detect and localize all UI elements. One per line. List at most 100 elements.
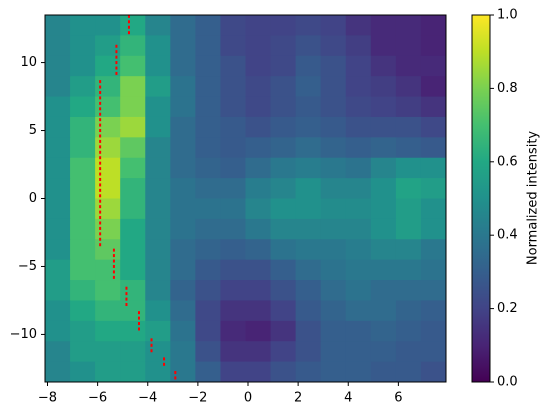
heatmap-cell <box>70 361 96 382</box>
heatmap-cell <box>320 259 347 281</box>
heatmap-cell <box>70 55 96 77</box>
heatmap-cell <box>95 96 121 118</box>
heatmap-cell <box>395 116 422 138</box>
heatmap-cell <box>220 198 246 220</box>
overlay-point <box>150 343 153 347</box>
overlay-point <box>125 286 128 290</box>
heatmap-cell <box>395 300 422 322</box>
heatmap-cell <box>370 300 397 322</box>
heatmap-cell <box>70 320 96 342</box>
heatmap-cell <box>170 76 196 98</box>
heatmap-cell <box>320 116 347 138</box>
heatmap-cell <box>320 300 347 322</box>
overlay-point <box>99 134 102 138</box>
heatmap-cell <box>345 35 372 57</box>
heatmap-cell <box>270 259 297 281</box>
heatmap-cell <box>270 35 297 57</box>
heatmap-cell <box>295 341 322 363</box>
overlay-point <box>112 275 115 279</box>
heatmap-cell <box>370 361 397 382</box>
heatmap-cell <box>195 157 221 179</box>
heatmap-cell <box>145 218 171 240</box>
heatmap-cell <box>170 15 196 36</box>
heatmap-cell <box>320 361 347 382</box>
heatmap <box>45 15 446 382</box>
heatmap-cell <box>320 320 347 342</box>
heatmap-cell <box>420 239 446 261</box>
heatmap-cell <box>95 116 121 138</box>
heatmap-cell <box>70 35 96 57</box>
heatmap-cell <box>395 361 422 382</box>
heatmap-cell <box>270 361 297 382</box>
heatmap-cell <box>395 15 422 36</box>
heatmap-cell <box>270 178 297 199</box>
heatmap-cell <box>345 137 372 159</box>
heatmap-cell <box>145 361 171 382</box>
overlay-point <box>99 112 102 116</box>
heatmap-cell <box>370 320 397 342</box>
heatmap-cell <box>345 259 372 281</box>
heatmap-cell <box>95 137 121 159</box>
heatmap-cell <box>370 178 397 199</box>
heatmap-cell <box>170 198 196 220</box>
heatmap-cell <box>220 178 246 199</box>
heatmap-cell <box>370 15 397 36</box>
overlay-point <box>127 25 130 29</box>
heatmap-cell <box>220 116 246 138</box>
heatmap-cell <box>120 259 146 281</box>
x-tick-label: −4 <box>138 391 157 406</box>
heatmap-cell <box>295 157 322 179</box>
heatmap-cell <box>245 218 272 240</box>
heatmap-cell <box>370 280 397 301</box>
heatmap-cell <box>120 55 146 77</box>
heatmap-cell <box>70 178 96 199</box>
heatmap-cell <box>245 157 272 179</box>
heatmap-cell <box>95 218 121 240</box>
heatmap-cell <box>420 96 446 118</box>
heatmap-cell <box>70 198 96 220</box>
x-tick-label: 2 <box>294 391 302 406</box>
heatmap-cell <box>145 198 171 220</box>
heatmap-cell <box>145 178 171 199</box>
heatmap-cell <box>295 35 322 57</box>
x-tick-label: 4 <box>344 391 352 406</box>
heatmap-cell <box>295 300 322 322</box>
heatmap-cell <box>45 76 71 98</box>
heatmap-cell <box>95 55 121 77</box>
heatmap-cell <box>270 239 297 261</box>
overlay-point <box>99 243 102 247</box>
overlay-point <box>137 316 140 320</box>
overlay-point <box>137 311 140 315</box>
heatmap-cell <box>395 55 422 77</box>
heatmap-cell <box>295 55 322 77</box>
heatmap-cell <box>220 15 246 36</box>
heatmap-cell <box>220 280 246 301</box>
heatmap-cell <box>45 361 71 382</box>
heatmap-cell <box>45 320 71 342</box>
colorbar-tick-label: 0.8 <box>497 81 518 96</box>
heatmap-cell <box>395 76 422 98</box>
heatmap-cell <box>420 300 446 322</box>
heatmap-cell <box>345 341 372 363</box>
overlay-point <box>99 145 102 149</box>
heatmap-cell <box>295 76 322 98</box>
heatmap-cell <box>420 15 446 36</box>
heatmap-cell <box>220 361 246 382</box>
colorbar-tick-label: 0.0 <box>497 375 518 390</box>
heatmap-cell <box>120 280 146 301</box>
heatmap-cell <box>170 239 196 261</box>
heatmap-cell <box>320 96 347 118</box>
heatmap-cell <box>320 76 347 98</box>
heatmap-cell <box>345 76 372 98</box>
overlay-point <box>137 327 140 331</box>
heatmap-cell <box>295 178 322 199</box>
heatmap-cell <box>420 218 446 240</box>
heatmap-cell <box>370 35 397 57</box>
heatmap-cell <box>95 198 121 220</box>
heatmap-cell <box>170 280 196 301</box>
overlay <box>99 15 177 380</box>
heatmap-cell <box>320 35 347 57</box>
heatmap-cell <box>270 116 297 138</box>
heatmap-cell <box>395 35 422 57</box>
heatmap-cell <box>120 320 146 342</box>
